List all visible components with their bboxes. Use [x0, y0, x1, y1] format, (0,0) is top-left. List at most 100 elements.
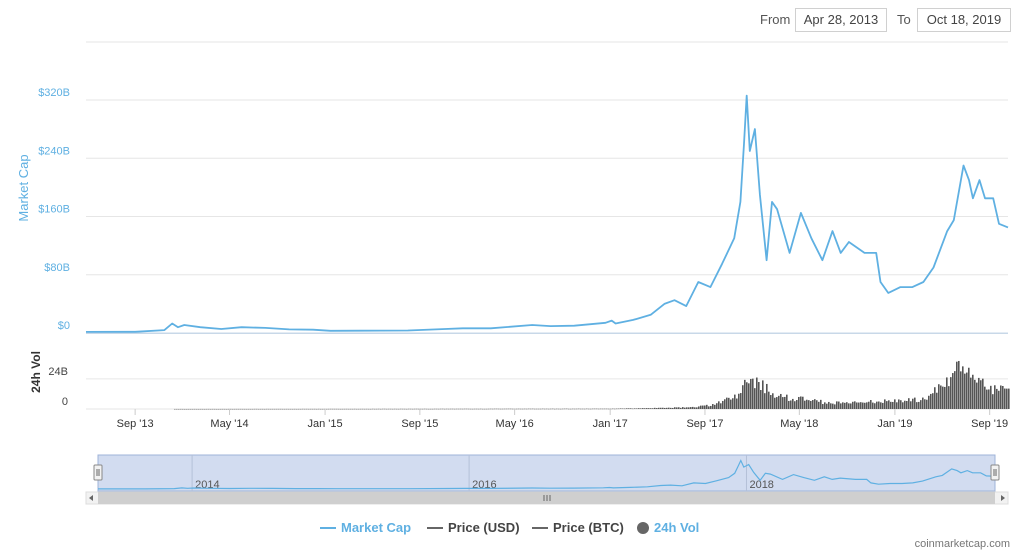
- volume-bar: [180, 408, 182, 410]
- volume-bar: [228, 408, 230, 410]
- from-date-input[interactable]: Apr 28, 2013: [795, 8, 887, 32]
- volume-bar: [790, 400, 792, 409]
- volume-bar: [386, 408, 388, 410]
- volume-bar: [550, 408, 552, 410]
- volume-bar: [556, 408, 558, 410]
- volume-bar: [620, 408, 622, 409]
- vol-axis-title: 24h Vol: [29, 351, 43, 393]
- grid-lines: [86, 41, 1008, 410]
- volume-bar: [980, 380, 982, 409]
- volume-bar: [940, 385, 942, 409]
- volume-bar: [496, 408, 498, 410]
- volume-bar: [808, 400, 810, 409]
- volume-bar: [238, 408, 240, 410]
- volume-bar: [588, 408, 590, 410]
- volume-bar: [942, 386, 944, 409]
- volume-bar: [486, 408, 488, 410]
- volume-bar: [818, 401, 820, 409]
- volume-bar: [252, 408, 254, 410]
- volume-bar: [824, 402, 826, 409]
- navigator-handle-right[interactable]: [990, 464, 1000, 481]
- volume-bar: [924, 399, 926, 409]
- volume-bar: [874, 403, 876, 409]
- legend-item-24h-vol[interactable]: 24h Vol: [637, 520, 699, 536]
- volume-bar: [680, 407, 682, 409]
- volume-bar: [568, 408, 570, 410]
- volume-bar: [1000, 385, 1002, 409]
- to-label: To: [897, 12, 911, 27]
- volume-bar: [710, 405, 712, 409]
- legend-item-price-usd[interactable]: Price (USD): [427, 520, 520, 536]
- volume-bar: [364, 408, 366, 410]
- volume-bar: [908, 398, 910, 409]
- volume-series: [174, 360, 1010, 410]
- volume-bar: [740, 393, 742, 409]
- volume-bar: [880, 402, 882, 409]
- volume-bar: [782, 397, 784, 409]
- volume-bar: [718, 401, 720, 409]
- volume-bar: [268, 408, 270, 410]
- volume-bar: [352, 408, 354, 410]
- volume-bar: [256, 408, 258, 410]
- volume-bar: [548, 408, 550, 410]
- volume-bar: [396, 408, 398, 410]
- volume-bar: [982, 378, 984, 409]
- volume-bar: [702, 405, 704, 409]
- volume-bar: [900, 400, 902, 409]
- volume-bar: [700, 405, 702, 409]
- to-date-input[interactable]: Oct 18, 2019: [917, 8, 1011, 32]
- volume-bar: [200, 408, 202, 410]
- scroll-right-arrow-icon[interactable]: [1001, 495, 1005, 501]
- volume-bar: [382, 408, 384, 410]
- volume-bar: [366, 408, 368, 410]
- volume-bar: [960, 371, 962, 409]
- volume-bar: [250, 408, 252, 410]
- volume-bar: [816, 400, 818, 409]
- volume-bar: [852, 401, 854, 409]
- market-cap-chart: $0 $80B $160B $240B $320B Market Cap 0 24B 24h V…: [16, 41, 1010, 505]
- volume-bar: [934, 387, 936, 409]
- volume-bar: [336, 408, 338, 410]
- volume-bar: [528, 408, 530, 410]
- volume-bar: [734, 394, 736, 409]
- volume-bar: [562, 408, 564, 410]
- market-cap-series: [85, 94, 1009, 333]
- legend-line-icon: [320, 527, 336, 529]
- volume-bar: [288, 408, 290, 410]
- volume-bar: [204, 408, 206, 410]
- volume-bar: [552, 408, 554, 410]
- volume-bar: [936, 392, 938, 409]
- volume-bar: [914, 397, 916, 409]
- volume-bar: [224, 408, 226, 410]
- volume-bar: [450, 408, 452, 410]
- volume-bar: [504, 408, 506, 410]
- volume-bar: [490, 408, 492, 410]
- volume-bar: [616, 408, 618, 410]
- volume-bar: [506, 408, 508, 410]
- volume-bar: [560, 408, 562, 410]
- volume-bar: [648, 408, 650, 409]
- volume-bar: [196, 408, 198, 410]
- source-credit[interactable]: coinmarketcap.com: [914, 538, 1010, 550]
- volume-bar: [788, 400, 790, 409]
- volume-bar: [910, 401, 912, 409]
- volume-bar: [876, 401, 878, 409]
- volume-bar: [634, 408, 636, 409]
- volume-bar: [312, 408, 314, 410]
- volume-bar: [462, 408, 464, 410]
- volume-bar: [920, 400, 922, 409]
- legend-item-price-btc[interactable]: Price (BTC): [532, 520, 624, 536]
- volume-bar: [272, 408, 274, 410]
- volume-bar: [730, 399, 732, 409]
- scroll-left-arrow-icon[interactable]: [89, 495, 93, 501]
- volume-bar: [286, 408, 288, 410]
- legend-item-market-cap[interactable]: Market Cap: [320, 520, 411, 536]
- navigator[interactable]: 2014 2016 2018: [85, 454, 1009, 505]
- volume-bar: [726, 397, 728, 409]
- navigator-handle-left[interactable]: [93, 464, 103, 481]
- volume-bar: [664, 407, 666, 409]
- volume-bar: [686, 407, 688, 409]
- volume-bar: [372, 408, 374, 410]
- volume-bar: [282, 408, 284, 410]
- vol-tick-label: 24B: [48, 366, 68, 378]
